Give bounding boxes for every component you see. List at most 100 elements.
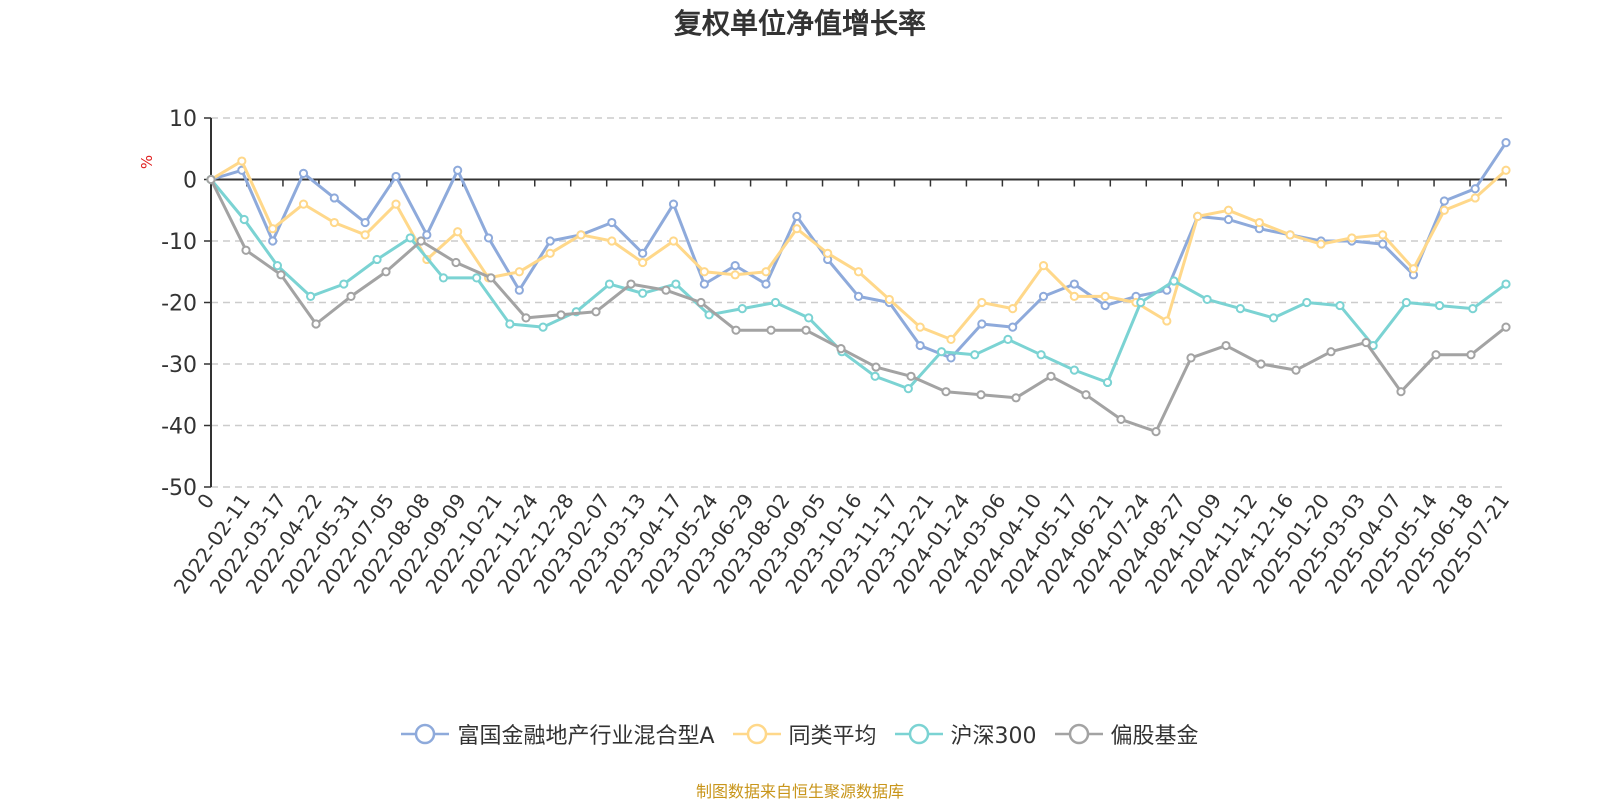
series-2 — [206, 174, 1511, 394]
legend-label: 富国金融地产行业混合型A — [457, 724, 715, 749]
data-point — [538, 322, 548, 332]
data-point — [1378, 230, 1388, 240]
data-point — [915, 322, 925, 332]
y-tick-label: -30 — [161, 353, 197, 378]
data-point — [1069, 291, 1079, 301]
data-point — [1501, 279, 1511, 289]
data-point — [514, 267, 524, 277]
data-point — [346, 291, 356, 301]
series-3 — [206, 174, 1511, 437]
source-note: 制图数据来自恒生聚源数据库 — [695, 782, 904, 801]
data-point — [241, 245, 251, 255]
data-point — [836, 344, 846, 354]
legend-label: 偏股基金 — [1110, 724, 1199, 749]
data-point — [946, 334, 956, 344]
legend-line-marker-icon — [401, 723, 450, 745]
data-point — [1378, 239, 1388, 249]
data-point — [626, 279, 636, 289]
data-point — [405, 233, 415, 243]
data-point — [268, 224, 278, 234]
legend-item[interactable]: 偏股基金 — [1054, 718, 1199, 750]
data-point — [545, 236, 555, 246]
data-point — [1116, 414, 1126, 424]
legend-item[interactable]: 沪深300 — [894, 718, 1037, 750]
data-point — [1100, 291, 1110, 301]
data-point — [737, 304, 747, 314]
data-point — [1036, 350, 1046, 360]
data-point — [977, 319, 987, 329]
data-point — [1468, 304, 1478, 314]
data-point — [970, 350, 980, 360]
legend-label: 同类平均 — [788, 724, 877, 749]
data-point — [1470, 184, 1480, 194]
data-point — [311, 319, 321, 329]
data-point — [1268, 313, 1279, 323]
data-point — [1408, 264, 1419, 274]
data-point — [360, 230, 370, 240]
data-point — [668, 236, 679, 246]
data-point — [1302, 297, 1312, 308]
data-point — [453, 165, 463, 175]
data-point — [1335, 300, 1345, 311]
data-point — [438, 273, 449, 283]
data-point — [853, 267, 864, 277]
data-point — [1169, 276, 1179, 286]
data-point — [638, 248, 648, 258]
data-point — [668, 199, 679, 209]
data-point — [329, 193, 339, 203]
series-line — [209, 178, 1507, 434]
series-line — [210, 159, 1508, 341]
data-point — [1038, 291, 1049, 301]
legend-line-marker-icon — [1054, 723, 1103, 745]
data-point — [699, 279, 709, 289]
data-point — [206, 174, 216, 185]
series-0 — [206, 138, 1511, 363]
data-point — [761, 267, 771, 277]
data-point — [1136, 297, 1146, 308]
data-point — [671, 279, 681, 289]
data-point — [1431, 350, 1441, 360]
y-tick-label: -20 — [161, 292, 197, 317]
data-point — [521, 313, 531, 323]
data-point — [1361, 337, 1371, 348]
data-point — [276, 270, 286, 280]
data-point — [1291, 365, 1301, 375]
data-point — [766, 325, 776, 335]
data-point — [1202, 294, 1212, 305]
data-point — [391, 199, 401, 209]
data-point — [1223, 214, 1234, 225]
legend-item[interactable]: 富国金融地产行业混合型A — [401, 718, 715, 750]
data-point — [730, 261, 740, 271]
data-point — [1470, 193, 1480, 203]
data-point — [1501, 322, 1511, 332]
data-point — [451, 257, 461, 268]
data-point — [976, 390, 986, 400]
data-point — [696, 297, 706, 308]
y-tick-label: 0 — [183, 169, 197, 194]
data-point — [1011, 393, 1021, 403]
data-point — [472, 273, 482, 283]
y-tick-label: -50 — [161, 476, 197, 501]
legend-line-marker-icon — [894, 723, 943, 745]
data-point — [298, 168, 309, 178]
data-point — [339, 279, 349, 289]
data-point — [1254, 217, 1264, 228]
legend-item[interactable]: 同类平均 — [732, 718, 877, 750]
data-point — [505, 319, 515, 329]
data-point — [638, 288, 648, 298]
data-point — [699, 267, 709, 277]
data-point — [1285, 230, 1295, 240]
data-point — [1186, 353, 1196, 363]
data-point — [1151, 427, 1161, 437]
data-point — [804, 313, 814, 323]
y-tick-label: 10 — [169, 107, 197, 132]
series-line — [209, 178, 1507, 391]
data-point — [360, 217, 370, 228]
data-point — [792, 211, 802, 221]
series-line — [210, 141, 1508, 360]
data-point — [1046, 371, 1056, 381]
data-point — [483, 233, 494, 243]
chart-legend: 富国金融地产行业混合型A 同类平均 沪深300 偏股基金 — [0, 718, 1600, 750]
data-point — [514, 285, 524, 295]
